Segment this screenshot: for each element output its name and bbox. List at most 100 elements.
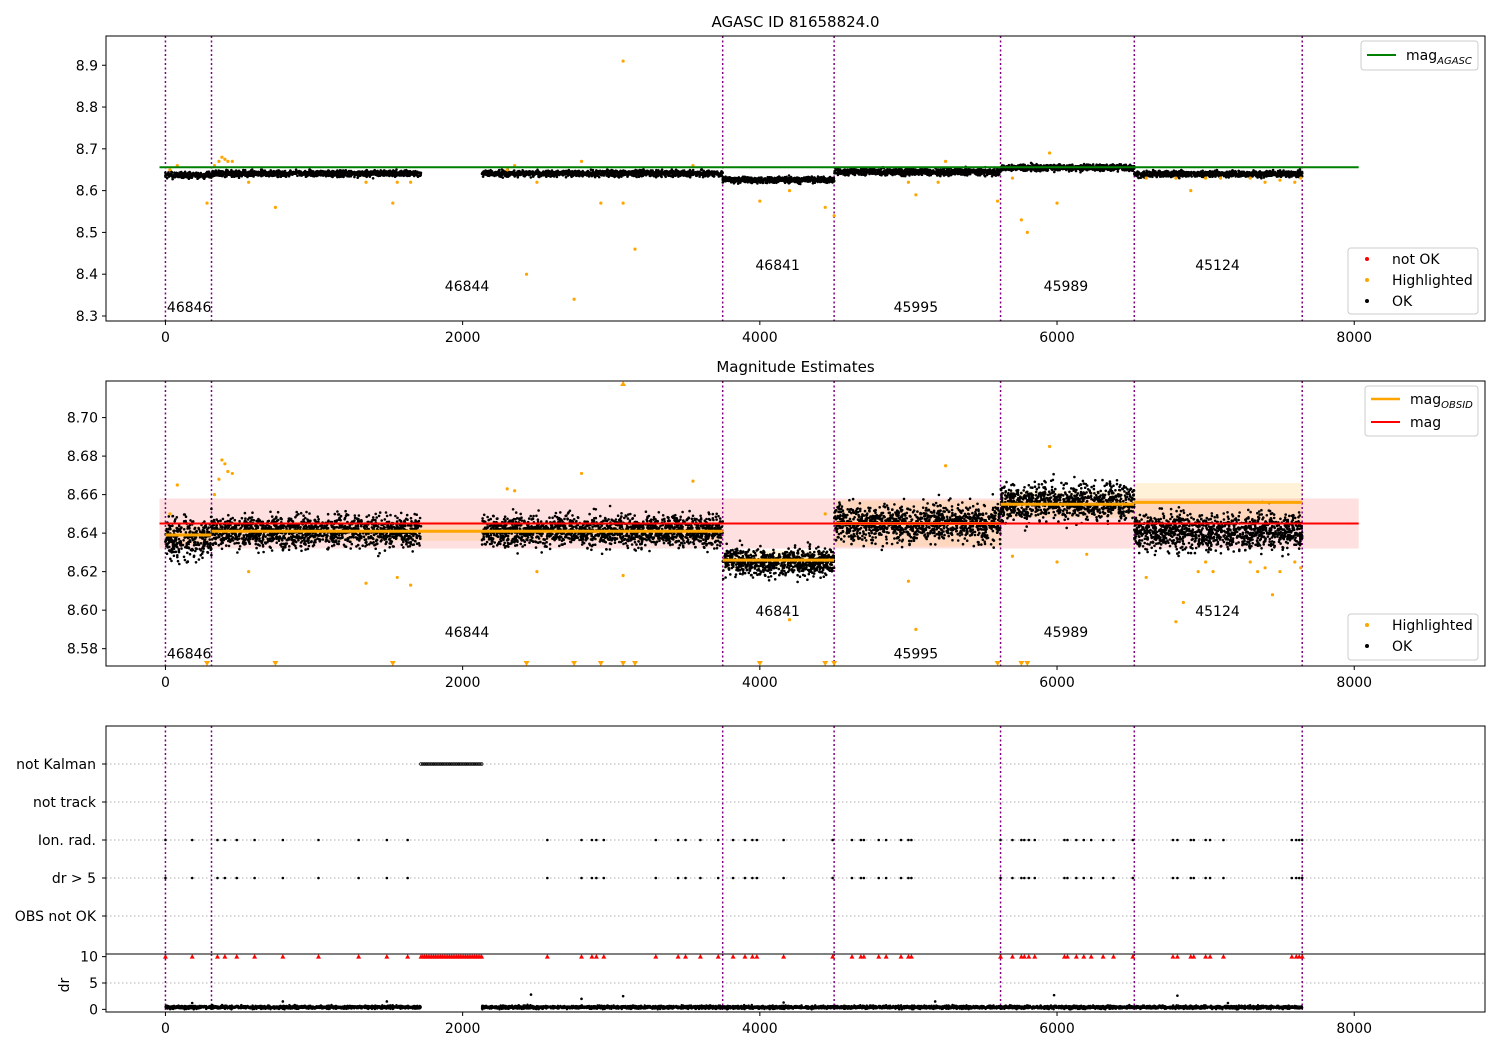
ok-point — [891, 171, 895, 174]
ok-point — [213, 172, 216, 176]
ok-point — [326, 171, 330, 174]
ok-point — [858, 172, 861, 176]
ok-point — [270, 170, 274, 173]
ok-point — [904, 167, 907, 171]
ok-point — [598, 171, 601, 174]
ok-point — [164, 171, 167, 174]
ok-point — [349, 174, 353, 178]
ok-point — [550, 174, 553, 178]
ok-point — [773, 178, 776, 181]
ok-point — [699, 168, 703, 172]
ok-point — [637, 173, 641, 177]
ok-point — [566, 174, 570, 177]
ok-point — [350, 172, 353, 175]
ok-point — [924, 172, 928, 175]
ok-point — [733, 178, 736, 181]
ok-point — [664, 175, 667, 179]
ok-point — [330, 170, 334, 174]
ok-point — [406, 174, 409, 178]
ok-point — [987, 172, 991, 175]
ok-point — [263, 171, 267, 174]
ok-point — [649, 171, 653, 174]
ok-point — [639, 168, 643, 172]
ok-point — [947, 174, 950, 178]
ok-point — [524, 173, 528, 177]
ok-point — [843, 173, 847, 177]
ok-point — [669, 171, 672, 174]
ok-point — [670, 174, 673, 178]
ok-point — [248, 170, 251, 174]
ok-point — [786, 178, 790, 182]
ok-point — [700, 171, 704, 175]
ok-point — [967, 168, 970, 172]
ok-point — [391, 171, 395, 174]
ok-point — [316, 173, 319, 176]
ok-point — [792, 179, 795, 182]
ok-point — [172, 175, 176, 179]
ok-point — [991, 169, 994, 173]
ok-point — [279, 175, 283, 178]
ok-point — [365, 175, 369, 179]
ok-point — [857, 170, 861, 173]
ok-point — [656, 174, 660, 178]
ok-point — [543, 172, 547, 176]
ok-point — [640, 174, 643, 178]
ok-point — [717, 175, 721, 178]
ok-point — [626, 172, 630, 175]
ok-point — [723, 177, 727, 180]
ok-point — [360, 172, 364, 175]
ok-point — [307, 171, 311, 175]
ok-point — [956, 168, 959, 171]
ok-point — [657, 171, 661, 174]
ok-point — [807, 175, 810, 179]
ok-point — [802, 176, 806, 179]
ok-point — [681, 169, 684, 173]
ok-point — [164, 175, 167, 178]
ok-point — [272, 173, 276, 176]
ok-point — [365, 173, 369, 176]
ok-point — [320, 169, 323, 173]
ok-point — [372, 170, 376, 173]
ok-point — [517, 173, 520, 177]
ok-point — [504, 174, 507, 178]
ok-point — [748, 178, 751, 181]
ok-point — [216, 173, 220, 177]
ok-point — [750, 181, 754, 185]
ok-point — [580, 171, 584, 175]
ok-point — [873, 171, 876, 174]
ok-point — [775, 181, 778, 185]
ok-point — [888, 169, 891, 172]
ok-point — [179, 170, 183, 174]
ok-point — [393, 174, 397, 178]
ok-point — [746, 180, 750, 184]
ok-point — [294, 170, 297, 174]
ok-point — [236, 174, 239, 178]
ok-point — [395, 168, 398, 171]
ok-point — [537, 175, 541, 178]
ok-point — [489, 172, 493, 175]
ok-point — [927, 173, 931, 176]
ok-point — [419, 172, 422, 176]
ok-point — [633, 174, 637, 177]
ok-point — [728, 177, 732, 181]
ok-point — [913, 173, 916, 176]
ok-point — [869, 167, 872, 171]
ok-point — [525, 170, 528, 174]
ok-point — [530, 171, 534, 174]
ok-point — [229, 171, 232, 175]
ok-point — [642, 168, 645, 172]
ok-point — [737, 176, 741, 180]
ok-point — [536, 172, 539, 176]
ok-point — [294, 168, 298, 171]
ok-point — [711, 173, 715, 177]
ok-point — [333, 174, 336, 177]
ok-point — [876, 172, 879, 176]
ok-point — [976, 171, 979, 175]
ok-point — [569, 171, 573, 174]
ok-point — [558, 171, 562, 174]
ok-point — [532, 171, 536, 175]
ok-point — [743, 179, 746, 182]
ok-point — [643, 172, 646, 175]
ok-point — [798, 181, 802, 184]
ok-point — [848, 168, 852, 171]
